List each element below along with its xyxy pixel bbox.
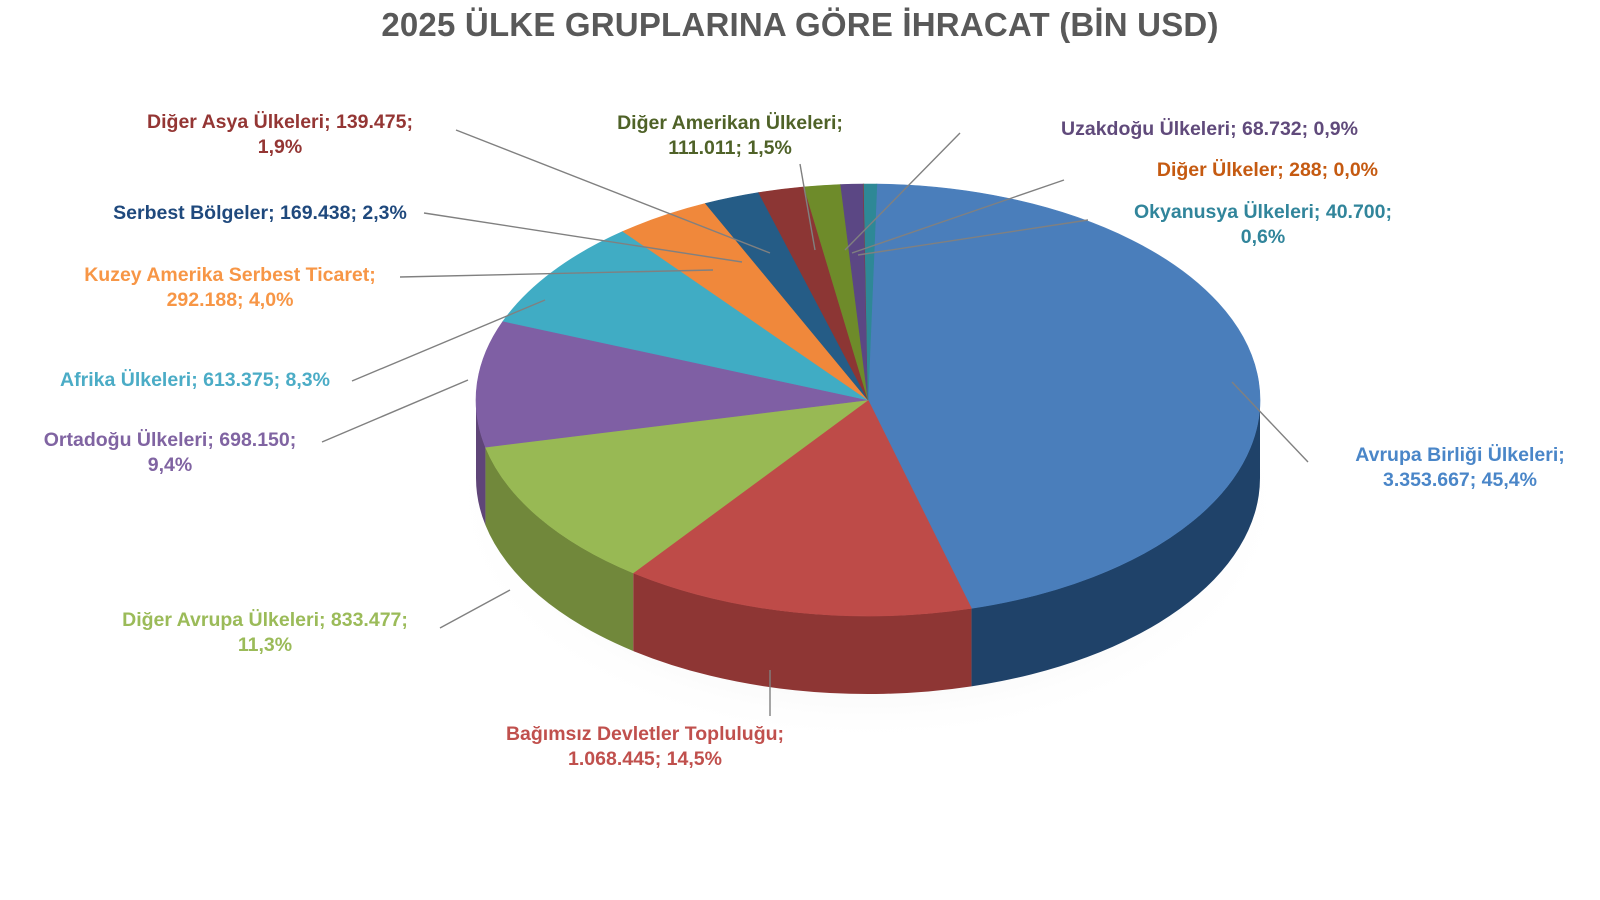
pie-slice-avrupa-birligi[interactable]: [867, 183, 1261, 609]
leader-kuzey-amerika: [399, 269, 714, 278]
leader-avrupa-birligi: [1231, 381, 1309, 463]
leader-serbest: [423, 212, 743, 263]
pie-side-diger-avrupa: [485, 447, 634, 651]
pie-side-walls: [476, 400, 1260, 694]
leader-okyanusya: [857, 219, 1089, 256]
data-label-diger-asya: Diğer Asya Ülkeleri; 139.475; 1,9%: [147, 111, 413, 158]
leader-diger-avrupa: [439, 589, 511, 629]
data-label-diger-avrupa: Diğer Avrupa Ülkeleri; 833.477; 11,3%: [122, 609, 408, 656]
data-label-diger-ulkeler: Diğer Ülkeler; 288; 0,0%: [1156, 159, 1378, 181]
pie-slice-okyanusya[interactable]: [863, 183, 878, 401]
pie-slice-bagimsiz-devletler[interactable]: [632, 399, 972, 617]
leader-diger-asya: [455, 129, 771, 254]
pie-top-faces: [475, 183, 1261, 617]
pie-side-avrupa-birligi: [971, 400, 1260, 687]
chart-title: 2025 ÜLKE GRUPLARINA GÖRE İHRACAT (BİN U…: [381, 6, 1219, 43]
leader-lines: [321, 129, 1309, 716]
leader-afrika: [351, 299, 546, 382]
pie-side-bagimsiz-devletler: [633, 572, 972, 694]
pie-slice-afrika[interactable]: [502, 231, 869, 401]
pie-side-ortadogu: [476, 400, 486, 526]
leader-diger-amerikan: [799, 163, 816, 251]
data-label-okyanusya: Okyanusya Ülkeleri; 40.700; 0,6%: [1134, 201, 1392, 248]
pie-slice-diger-avrupa[interactable]: [485, 399, 870, 574]
data-label-ortadogu: Ortadoğu Ülkeleri; 698.150; 9,4%: [43, 429, 297, 476]
leader-uzakdogu: [844, 132, 961, 251]
data-label-uzakdogu: Uzakdoğu Ülkeleri; 68.732; 0,9%: [1061, 118, 1358, 140]
data-label-afrika: Afrika Ülkeleri; 613.375; 8,3%: [60, 369, 330, 391]
data-label-kuzey-amerika-serbest-ticaret: Kuzey Amerika Serbest Ticaret; 292.188; …: [84, 264, 376, 311]
data-label-diger-amerikan: Diğer Amerikan Ülkeleri; 111.011; 1,5%: [617, 112, 843, 159]
data-label-serbest-bolgeler: Serbest Bölgeler; 169.438; 2,3%: [113, 202, 407, 224]
leader-diger-ulkeler: [851, 179, 1065, 254]
data-label-bagimsiz-devletler: Bağımsız Devletler Topluluğu; 1.068.445;…: [505, 723, 785, 770]
leader-ortadogu: [321, 379, 469, 443]
pie-slice-ortadogu[interactable]: [475, 320, 869, 448]
data-label-avrupa-birligi: Avrupa Birliği Ülkeleri; 3.353.667; 45,4…: [1355, 444, 1565, 491]
